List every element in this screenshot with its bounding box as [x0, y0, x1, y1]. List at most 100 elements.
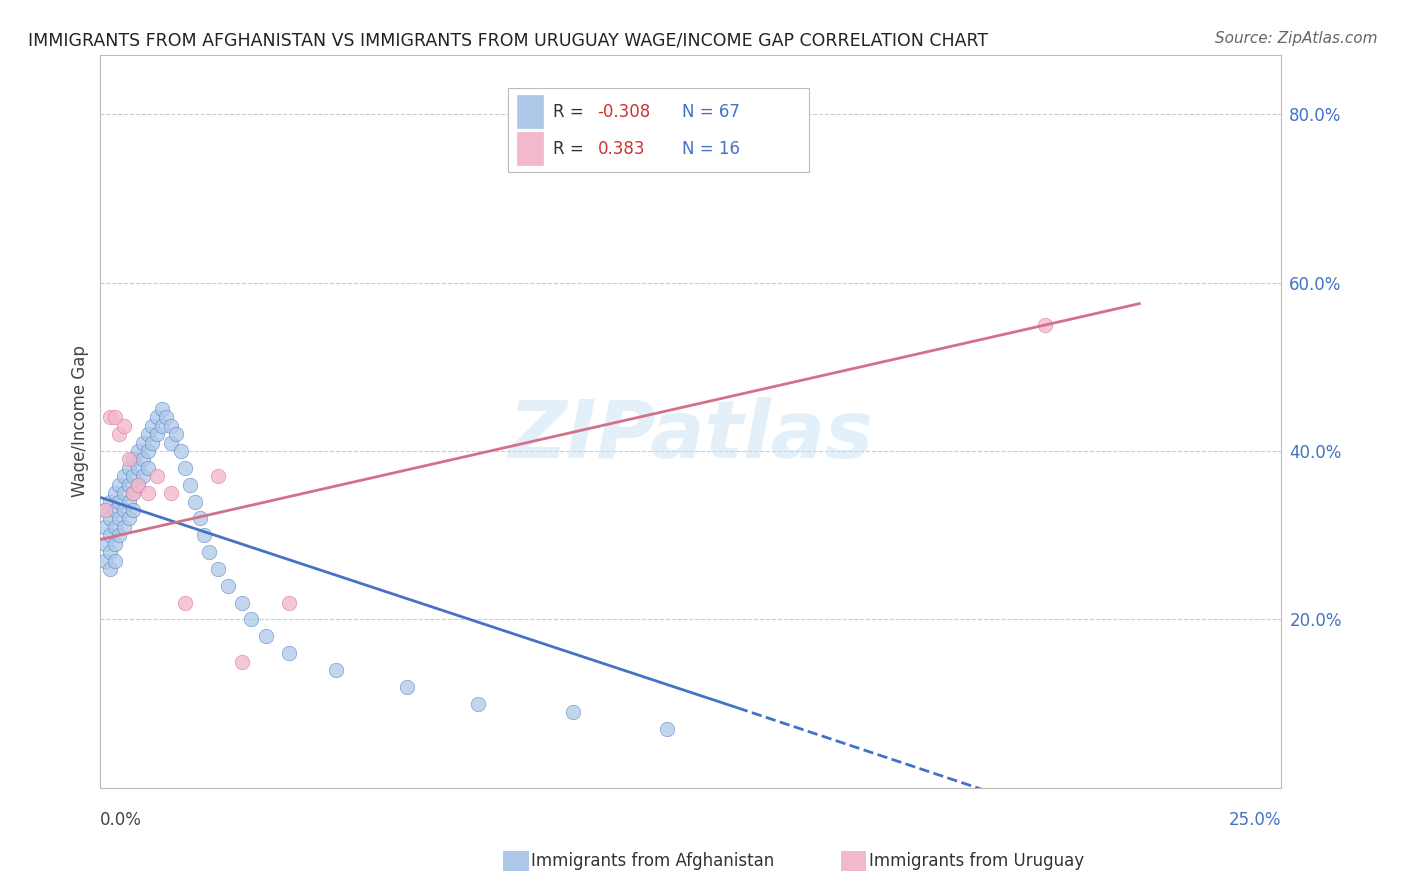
- Text: Source: ZipAtlas.com: Source: ZipAtlas.com: [1215, 31, 1378, 46]
- Point: [103, 553, 125, 567]
- Point: [160, 486, 183, 500]
- Point: [103, 537, 125, 551]
- Point: [188, 511, 211, 525]
- Point: [207, 562, 229, 576]
- Point: [112, 469, 135, 483]
- Point: [108, 494, 131, 508]
- Point: [141, 435, 163, 450]
- Point: [231, 596, 253, 610]
- Point: [108, 511, 131, 525]
- Point: [118, 452, 141, 467]
- Point: [118, 511, 141, 525]
- Point: [127, 444, 149, 458]
- Point: [184, 494, 207, 508]
- Point: [122, 452, 145, 467]
- Point: [278, 596, 301, 610]
- Point: [132, 452, 155, 467]
- Point: [122, 486, 145, 500]
- Point: [150, 418, 173, 433]
- Point: [94, 537, 117, 551]
- Point: [169, 444, 191, 458]
- Point: [278, 646, 301, 660]
- Point: [112, 486, 135, 500]
- Point: [146, 427, 169, 442]
- Text: ZIPatlas: ZIPatlas: [508, 397, 873, 475]
- Point: [122, 503, 145, 517]
- Point: [165, 427, 187, 442]
- Point: [98, 511, 121, 525]
- Point: [207, 469, 229, 483]
- Text: 0.0%: 0.0%: [100, 812, 142, 830]
- Point: [103, 486, 125, 500]
- Text: N = 16: N = 16: [682, 140, 741, 158]
- Text: N = 67: N = 67: [682, 103, 741, 120]
- Point: [122, 486, 145, 500]
- Text: Immigrants from Afghanistan: Immigrants from Afghanistan: [531, 852, 775, 870]
- Point: [179, 477, 201, 491]
- Point: [174, 461, 197, 475]
- Text: -0.308: -0.308: [598, 103, 651, 120]
- Point: [146, 469, 169, 483]
- Point: [150, 401, 173, 416]
- Point: [112, 520, 135, 534]
- Text: R =: R =: [553, 140, 589, 158]
- Point: [655, 722, 678, 736]
- Point: [155, 410, 177, 425]
- Point: [118, 494, 141, 508]
- Point: [160, 418, 183, 433]
- Point: [98, 545, 121, 559]
- Point: [141, 418, 163, 433]
- Point: [561, 705, 583, 719]
- Point: [98, 562, 121, 576]
- Point: [160, 435, 183, 450]
- Point: [127, 461, 149, 475]
- Point: [118, 461, 141, 475]
- Point: [132, 469, 155, 483]
- Point: [103, 503, 125, 517]
- Point: [132, 435, 155, 450]
- Text: 0.383: 0.383: [598, 140, 645, 158]
- Point: [136, 461, 159, 475]
- Point: [98, 494, 121, 508]
- Point: [1033, 318, 1056, 332]
- Text: Immigrants from Uruguay: Immigrants from Uruguay: [869, 852, 1084, 870]
- Point: [94, 503, 117, 517]
- Point: [94, 520, 117, 534]
- Point: [193, 528, 215, 542]
- Point: [127, 477, 149, 491]
- Point: [94, 553, 117, 567]
- Point: [108, 528, 131, 542]
- Bar: [517, 132, 543, 165]
- Point: [98, 410, 121, 425]
- Point: [118, 477, 141, 491]
- Point: [467, 697, 489, 711]
- Point: [325, 663, 347, 677]
- Point: [108, 477, 131, 491]
- Point: [127, 477, 149, 491]
- Point: [396, 680, 419, 694]
- Point: [254, 629, 277, 643]
- Text: R =: R =: [553, 103, 589, 120]
- Point: [198, 545, 221, 559]
- Point: [94, 503, 117, 517]
- Text: IMMIGRANTS FROM AFGHANISTAN VS IMMIGRANTS FROM URUGUAY WAGE/INCOME GAP CORRELATI: IMMIGRANTS FROM AFGHANISTAN VS IMMIGRANT…: [28, 31, 988, 49]
- Bar: [517, 95, 543, 128]
- Point: [108, 427, 131, 442]
- Point: [240, 613, 263, 627]
- Point: [112, 503, 135, 517]
- Point: [231, 655, 253, 669]
- Y-axis label: Wage/Income Gap: Wage/Income Gap: [72, 345, 89, 498]
- Point: [112, 418, 135, 433]
- Point: [146, 410, 169, 425]
- Point: [174, 596, 197, 610]
- FancyBboxPatch shape: [508, 88, 808, 172]
- Point: [122, 469, 145, 483]
- Text: 25.0%: 25.0%: [1229, 812, 1281, 830]
- Point: [98, 528, 121, 542]
- Point: [136, 427, 159, 442]
- Point: [103, 410, 125, 425]
- Point: [217, 579, 239, 593]
- Point: [136, 444, 159, 458]
- Point: [103, 520, 125, 534]
- Point: [136, 486, 159, 500]
